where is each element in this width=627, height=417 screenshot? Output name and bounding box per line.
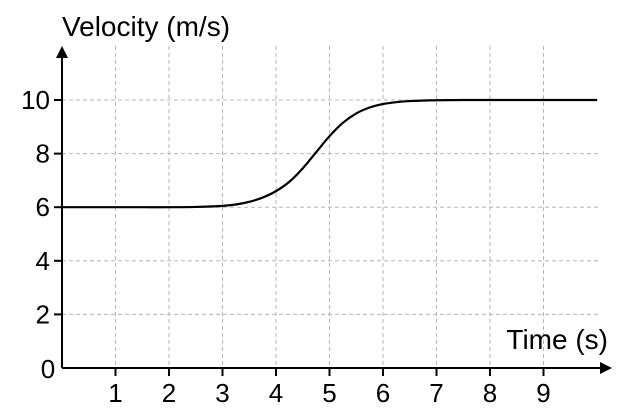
y-axis-title: Velocity (m/s) xyxy=(62,11,230,42)
x-tick-label-8: 8 xyxy=(483,378,497,408)
y-tick-label-10: 10 xyxy=(21,85,50,115)
x-tick-label-2: 2 xyxy=(162,378,176,408)
series-line-0 xyxy=(61,98,597,209)
series xyxy=(61,98,597,209)
x-tick-label-4: 4 xyxy=(269,378,283,408)
x-tick-label-1: 1 xyxy=(108,378,122,408)
ticks: 1 2 3 4 5 6 7 8 9 2 4 6 8 10 xyxy=(21,85,551,408)
y-axis-arrow xyxy=(56,46,68,58)
x-tick-label-3: 3 xyxy=(215,378,229,408)
x-tick-label-9: 9 xyxy=(536,378,550,408)
y-tick-label-6: 6 xyxy=(36,192,50,222)
y-tick-label-4: 4 xyxy=(36,246,50,276)
axes xyxy=(56,46,612,374)
x-axis-title: Time (s) xyxy=(506,324,608,355)
x-tick-label-5: 5 xyxy=(322,378,336,408)
x-tick-label-6: 6 xyxy=(376,378,390,408)
origin-label: 0 xyxy=(41,354,55,384)
grid xyxy=(62,46,599,368)
y-tick-label-2: 2 xyxy=(36,299,50,329)
y-tick-label-8: 8 xyxy=(36,139,50,169)
x-axis-arrow xyxy=(600,362,612,374)
x-tick-label-7: 7 xyxy=(429,378,443,408)
